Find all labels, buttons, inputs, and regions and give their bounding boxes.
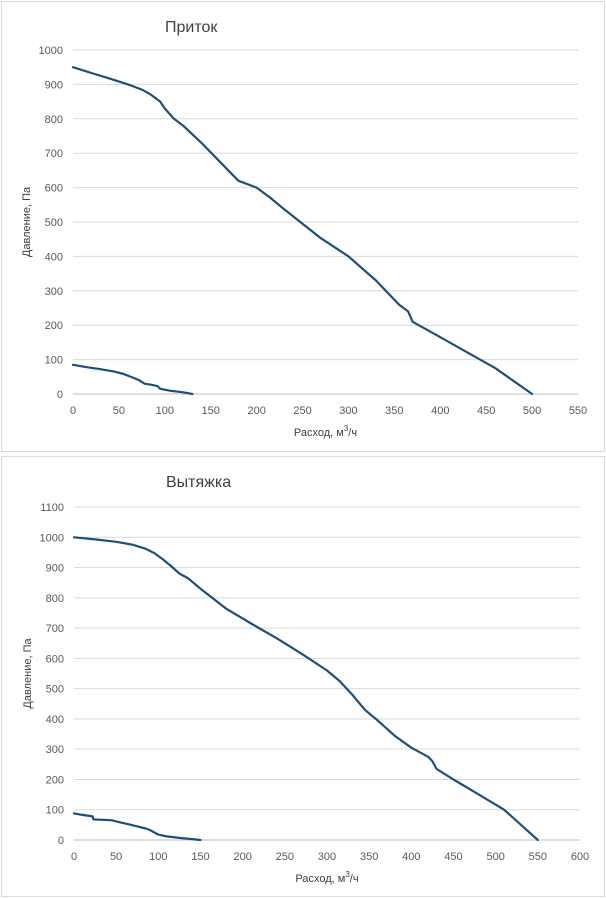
y-tick-label: 500 (46, 684, 64, 696)
y-tick-label: 300 (45, 286, 63, 298)
supply-chart-panel: Приток 0 100 200 300 400 500 600 700 800 900 1000 0 5… (1, 1, 605, 452)
y-tick-label: 200 (46, 774, 64, 786)
y-tick-label: 900 (46, 563, 64, 575)
supply-chart: Приток 0 100 200 300 400 500 600 700 800 900 1000 0 5… (21, 19, 587, 439)
x-tick-label: 150 (191, 851, 209, 863)
y-tick-label: 600 (45, 183, 63, 195)
x-tick-label: 200 (233, 851, 251, 863)
exhaust-chart: Вытяжка010020030040050060070080090010001… (22, 474, 589, 885)
x-tick-label: 0 (70, 405, 76, 417)
y-tick-label: 700 (46, 623, 64, 635)
x-tick-label: 200 (247, 405, 265, 417)
y-axis-label: Давление, Па (22, 638, 34, 709)
y-tick-label: 0 (57, 389, 63, 401)
exhaust-curve-upper (72, 536, 539, 842)
x-tick-label: 450 (444, 851, 462, 863)
chart-title: Приток (165, 19, 218, 36)
chart-title: Вытяжка (166, 474, 231, 491)
x-tick-label: 500 (523, 405, 541, 417)
x-tick-label: 350 (360, 851, 378, 863)
x-tick-label: 300 (339, 405, 357, 417)
x-tick-label: 450 (477, 405, 495, 417)
y-tick-label: 400 (46, 714, 64, 726)
x-tick-label: 600 (571, 851, 589, 863)
y-tick-label: 0 (58, 835, 64, 847)
y-tick-label: 300 (46, 744, 64, 756)
x-tick-label: 350 (385, 405, 403, 417)
y-tick-label: 200 (45, 320, 63, 332)
x-axis-label: Расход, м3/ч (295, 870, 358, 885)
supply-curve-lower (71, 363, 194, 396)
x-axis-label-suffix: /ч (348, 427, 357, 439)
y-tick-label: 600 (46, 653, 64, 665)
x-tick-label: 50 (110, 851, 122, 863)
supply-curve-upper (71, 66, 534, 396)
x-tick-label: 400 (431, 405, 449, 417)
x-tick-label: 100 (156, 405, 174, 417)
y-tick-label: 100 (46, 805, 64, 817)
y-axis-label: Давление, Па (21, 186, 33, 257)
x-tick-label: 50 (113, 405, 125, 417)
exhaust-curve-lower (72, 812, 202, 842)
y-tick-label: 900 (45, 79, 63, 91)
x-tick-label: 100 (149, 851, 167, 863)
x-tick-label: 250 (293, 405, 311, 417)
x-tick-label: 500 (486, 851, 504, 863)
y-tick-label: 100 (45, 355, 63, 367)
y-tick-label: 1100 (40, 502, 64, 514)
y-tick-label: 800 (45, 114, 63, 126)
y-tick-label: 800 (46, 593, 64, 605)
y-tick-label: 500 (45, 217, 63, 229)
x-tick-label: 550 (529, 851, 547, 863)
x-tick-label: 400 (402, 851, 420, 863)
x-axis-label: Расход, м3/ч (294, 424, 357, 439)
y-tick-label: 400 (45, 251, 63, 263)
x-axis-label-sup: 3 (344, 424, 349, 433)
x-tick-label: 0 (71, 851, 77, 863)
x-tick-label: 300 (318, 851, 336, 863)
x-tick-label: 250 (276, 851, 294, 863)
x-axis-label-main: Расход, м (295, 873, 345, 885)
exhaust-chart-panel: Вытяжка 0 100 200 300 400 500 600 700 800 900 1000 1… (1, 456, 605, 897)
x-axis-label-sup: 3 (345, 870, 350, 879)
y-tick-label: 1000 (40, 532, 64, 544)
y-tick-label: 1000 (39, 45, 63, 57)
x-tick-label: 550 (569, 405, 587, 417)
x-tick-label: 150 (202, 405, 220, 417)
y-tick-label: 700 (45, 148, 63, 160)
x-axis-label-main: Расход, м (294, 427, 344, 439)
x-axis-label-suffix: /ч (350, 873, 359, 885)
